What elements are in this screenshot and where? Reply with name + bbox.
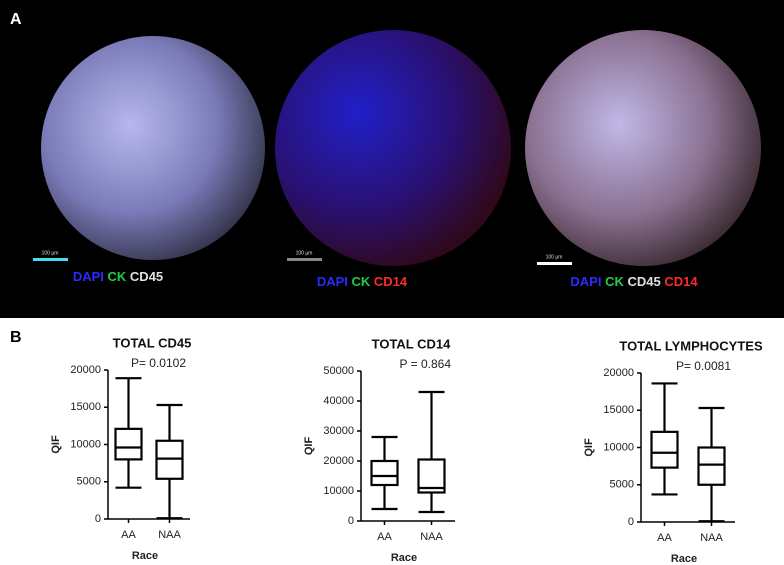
y-tick-label: 20000 [70, 364, 101, 376]
panel-label: B [10, 329, 22, 346]
y-tick-label: 20000 [603, 367, 634, 379]
caption-word: DAPI [570, 274, 601, 289]
box [155, 439, 184, 480]
x-tick-label: AA [377, 531, 392, 543]
y-tick-label: 0 [628, 516, 634, 528]
y-tick-label: 5000 [77, 476, 101, 488]
box [370, 459, 399, 487]
box [697, 446, 726, 486]
caption-word: CK [352, 274, 371, 289]
caption-word: CD45 [130, 269, 163, 284]
x-tick-label: NAA [158, 529, 181, 541]
y-tick-label: 10000 [70, 438, 101, 450]
y-tick-label: 40000 [323, 395, 354, 407]
y-axis-label: QIF [303, 437, 315, 456]
y-tick-label: 15000 [70, 401, 101, 413]
x-axis-label: Race [391, 552, 417, 564]
x-tick-label: NAA [420, 531, 443, 543]
caption-word: CD14 [664, 274, 698, 289]
x-tick-label: AA [121, 529, 136, 541]
scale-bar [537, 262, 572, 265]
chart-title: TOTAL LYMPHOCYTES [619, 338, 763, 353]
y-axis-label: QIF [50, 435, 62, 454]
x-axis-label: Race [671, 553, 697, 565]
x-tick-label: AA [657, 532, 672, 544]
chart-title: TOTAL CD45 [113, 335, 192, 350]
caption-word: DAPI [317, 274, 348, 289]
image-caption: DAPI CK CD45 [73, 269, 163, 284]
scale-bar-label: 100 µm [42, 250, 59, 256]
box [650, 430, 679, 469]
tissue-image [275, 30, 511, 266]
image-caption: DAPI CK CD45 CD14 [570, 274, 698, 289]
y-tick-label: 10000 [603, 441, 634, 453]
y-tick-label: 10000 [323, 485, 354, 497]
caption-word: CK [605, 274, 624, 289]
caption-word: CK [108, 269, 127, 284]
panel-label: A [10, 11, 22, 28]
x-tick-label: NAA [700, 532, 723, 544]
y-tick-label: 0 [95, 513, 101, 525]
scale-bar [33, 258, 68, 261]
chart-title: TOTAL CD14 [372, 336, 452, 351]
scale-bar-label: 100 µm [546, 254, 563, 260]
y-tick-label: 20000 [323, 455, 354, 467]
x-axis-label: Race [132, 550, 158, 562]
y-tick-label: 50000 [323, 365, 354, 377]
caption-word: CD45 [627, 274, 660, 289]
y-tick-label: 5000 [610, 479, 634, 491]
caption-word: DAPI [73, 269, 104, 284]
image-caption: DAPI CK CD14 [317, 274, 408, 289]
caption-word: CD14 [374, 274, 408, 289]
scale-bar [287, 258, 322, 261]
scale-bar-label: 100 µm [296, 250, 313, 256]
y-tick-label: 15000 [603, 404, 634, 416]
box [114, 427, 143, 461]
y-axis-label: QIF [583, 438, 595, 457]
tissue-image [41, 36, 265, 260]
p-value: P = 0.864 [400, 357, 452, 371]
y-tick-label: 0 [348, 515, 354, 527]
y-tick-label: 30000 [323, 425, 354, 437]
p-value: P= 0.0081 [676, 359, 731, 373]
p-value: P= 0.0102 [131, 356, 186, 370]
tissue-image [525, 30, 761, 266]
